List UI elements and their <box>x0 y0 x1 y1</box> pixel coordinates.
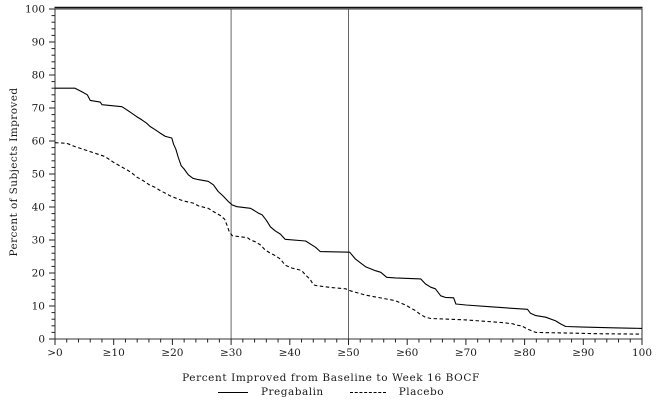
y-tick-label: 80 <box>32 70 45 82</box>
x-tick-label: ≥30 <box>220 347 242 359</box>
series-line-placebo <box>54 142 643 335</box>
y-tick-label: 40 <box>32 202 45 214</box>
y-tick-label: 30 <box>32 235 45 247</box>
series-line-pregabalin <box>55 87 643 329</box>
x-tick-label: ≥80 <box>514 347 536 359</box>
legend-label-pregabalin: Pregabalin <box>260 386 324 398</box>
x-tick-label: ≥60 <box>396 347 418 359</box>
legend-label-placebo: Placebo <box>398 386 445 398</box>
pregabalin-line-sample <box>217 391 248 393</box>
y-tick-label: 20 <box>32 268 45 280</box>
placebo-line-sample <box>349 391 386 393</box>
y-tick-label: 70 <box>32 103 45 115</box>
y-tick-label: 50 <box>32 169 45 181</box>
x-tick-label: ≥90 <box>572 347 594 359</box>
x-tick-label: >0 <box>47 347 62 359</box>
x-tick-label: 100 <box>632 347 652 359</box>
x-tick-label: ≥20 <box>161 347 183 359</box>
x-axis-title: Percent Improved from Baseline to Week 1… <box>182 372 480 384</box>
y-tick-label: 0 <box>38 334 45 346</box>
y-tick-label: 10 <box>32 301 45 313</box>
y-tick-label: 100 <box>25 4 45 16</box>
legend: Pregabalin Placebo <box>0 386 662 398</box>
x-tick-label: ≥10 <box>103 347 125 359</box>
x-tick-label: ≥40 <box>279 347 301 359</box>
y-tick-label: 90 <box>32 37 45 49</box>
x-tick-label: ≥50 <box>337 347 359 359</box>
x-tick-label: ≥70 <box>455 347 477 359</box>
y-axis-title: Percent of Subjects Improved <box>8 87 20 257</box>
y-tick-label: 60 <box>32 136 45 148</box>
